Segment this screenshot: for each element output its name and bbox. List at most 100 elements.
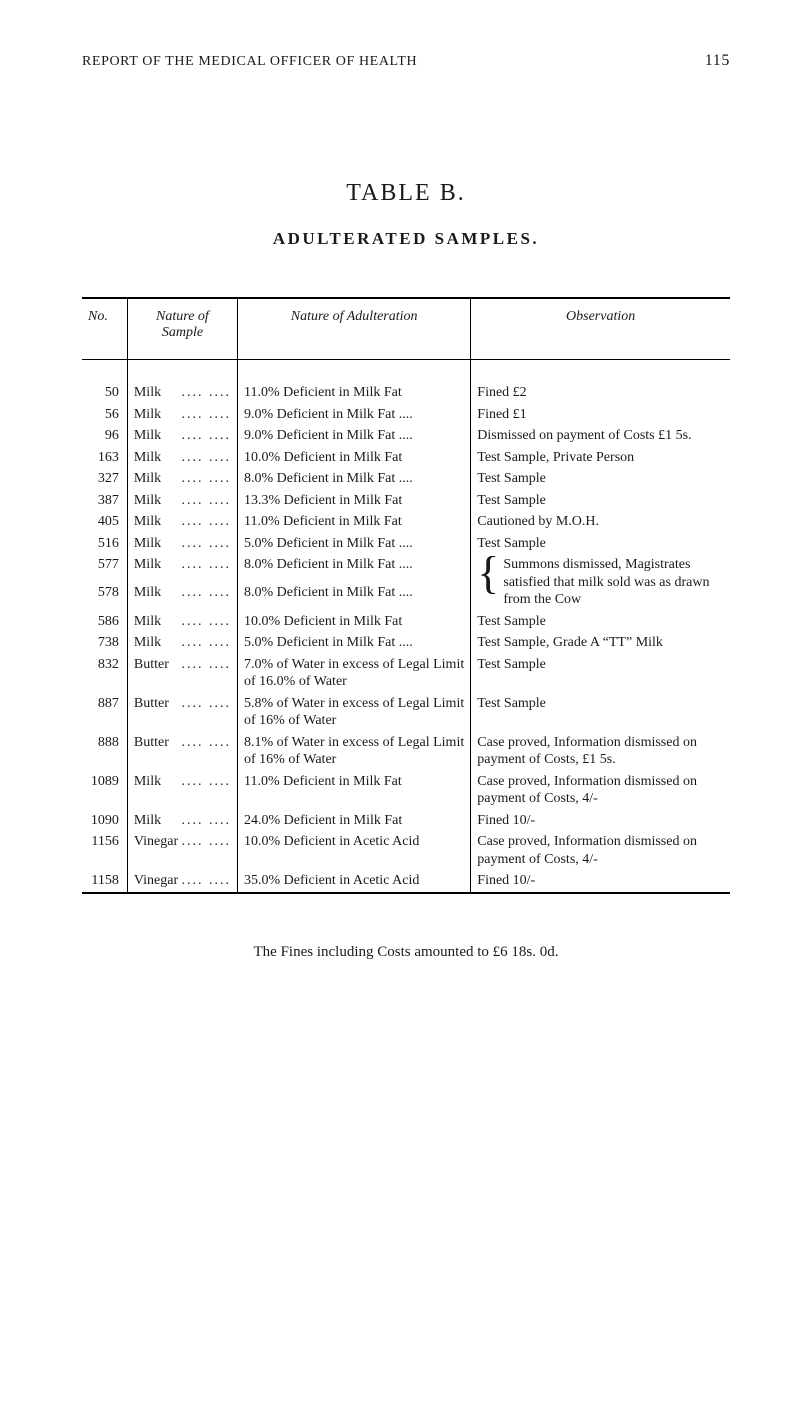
- sample-name: Vinegar: [134, 872, 178, 890]
- cell-no: 1089: [82, 771, 127, 810]
- col-header-observation: Observation: [471, 298, 730, 360]
- cell-sample: Milk.... ....: [127, 511, 237, 533]
- sample-name: Milk: [134, 584, 161, 602]
- cell-no: 516: [82, 533, 127, 555]
- leader-dots: .... ....: [182, 535, 232, 553]
- sample-name: Butter: [134, 695, 169, 713]
- cell-observation: Test Sample: [471, 490, 730, 512]
- table-row: 1090Milk.... ....24.0% Deficient in Milk…: [82, 810, 730, 832]
- cell-adulteration: 11.0% Deficient in Milk Fat: [238, 511, 471, 533]
- cell-observation: Test Sample: [471, 654, 730, 693]
- table-row: 586Milk.... ....10.0% Deficient in Milk …: [82, 611, 730, 633]
- leader-dots: .... ....: [182, 613, 232, 631]
- cell-adulteration: 8.0% Deficient in Milk Fat ....: [238, 582, 471, 610]
- sample-name: Butter: [134, 734, 169, 752]
- cell-sample: Milk.... ....: [127, 382, 237, 404]
- cell-adulteration: 9.0% Deficient in Milk Fat ....: [238, 404, 471, 426]
- cell-no: 738: [82, 632, 127, 654]
- sample-name: Butter: [134, 656, 169, 674]
- leader-dots: .... ....: [182, 584, 232, 602]
- table-row: 1156Vinegar.... ....10.0% Deficient in A…: [82, 831, 730, 870]
- cell-sample: Milk.... ....: [127, 554, 237, 582]
- cell-no: 1090: [82, 810, 127, 832]
- table-title: TABLE B.: [82, 180, 730, 207]
- cell-observation: Fined £2: [471, 382, 730, 404]
- leader-dots: .... ....: [182, 513, 232, 531]
- cell-observation: Case proved, Information dis­missed on p…: [471, 771, 730, 810]
- cell-adulteration: 11.0% Deficient in Milk Fat: [238, 382, 471, 404]
- cell-adulteration: 5.0% Deficient in Milk Fat ....: [238, 533, 471, 555]
- table-row: 50Milk.... ....11.0% Deficient in Milk F…: [82, 382, 730, 404]
- cell-adulteration: 24.0% Deficient in Milk Fat: [238, 810, 471, 832]
- cell-sample: Milk.... ....: [127, 533, 237, 555]
- sample-name: Milk: [134, 773, 161, 791]
- leader-dots: .... ....: [182, 556, 232, 574]
- table-row: 887Butter.... ....5.8% of Water in exces…: [82, 693, 730, 732]
- sample-name: Milk: [134, 427, 161, 445]
- cell-sample: Milk.... ....: [127, 810, 237, 832]
- cell-observation: Test Sample: [471, 611, 730, 633]
- table-row: 1158Vinegar.... ....35.0% Deficient in A…: [82, 870, 730, 892]
- cell-adulteration: 9.0% Deficient in Milk Fat ....: [238, 425, 471, 447]
- table-row: 96 Milk .... .... 9.0% Deficient in Milk Fa…: [82, 425, 730, 447]
- col-header-sample: Nature of Sample: [127, 298, 237, 360]
- leader-dots: .... ....: [182, 384, 232, 402]
- cell-sample: Milk .... ....: [127, 468, 237, 490]
- cell-no: 1158: [82, 870, 127, 892]
- cell-no: 1156: [82, 831, 127, 870]
- cell-no: 888: [82, 732, 127, 771]
- sample-name: Milk: [134, 812, 161, 830]
- table-row: 405Milk.... ....11.0% Deficient in Milk …: [82, 511, 730, 533]
- cell-adulteration: 13.3% Deficient in Milk Fat: [238, 490, 471, 512]
- cell-adulteration: 7.0% of Water in excess of Legal Limit o…: [238, 654, 471, 693]
- cell-adulteration: 10.0% Deficient in Acetic Acid: [238, 831, 471, 870]
- cell-observation: Test Sample: [471, 468, 730, 490]
- table-row: 832 Butter .... .... 7.0% of Water in exces…: [82, 654, 730, 693]
- cell-observation: Dismissed on payment of Costs £1 5s.: [471, 425, 730, 447]
- cell-adulteration: 8.1% of Water in excess of Legal Limit o…: [238, 732, 471, 771]
- cell-sample: Milk .... ....: [127, 447, 237, 469]
- table-row: 1089Milk.... ....11.0% Deficient in Milk…: [82, 771, 730, 810]
- cell-no: 577: [82, 554, 127, 582]
- cell-observation: Fined 10/-: [471, 810, 730, 832]
- cell-sample: Milk .... ....: [127, 425, 237, 447]
- sample-name: Milk: [134, 634, 161, 652]
- cell-no: 387: [82, 490, 127, 512]
- table-row: 888Butter.... ....8.1% of Water in exces…: [82, 732, 730, 771]
- cell-sample: Milk .... ....: [127, 582, 237, 610]
- cell-sample: Milk.... ....: [127, 771, 237, 810]
- table-row: 577Milk.... ....8.0% Deficient in Milk F…: [82, 554, 730, 582]
- footer-note: The Fines including Costs amounted to £6…: [82, 944, 730, 961]
- leader-dots: .... ....: [182, 427, 232, 445]
- cell-sample: Vinegar.... ....: [127, 831, 237, 870]
- cell-no: 96: [82, 425, 127, 447]
- table-row: 56Milk.... ....9.0% Deficient in Milk Fa…: [82, 404, 730, 426]
- table-body: 50Milk.... ....11.0% Deficient in Milk F…: [82, 360, 730, 893]
- sample-name: Milk: [134, 406, 161, 424]
- leader-dots: .... ....: [182, 634, 232, 652]
- cell-no: 163: [82, 447, 127, 469]
- cell-no: 405: [82, 511, 127, 533]
- cell-observation: {Summons dismissed, Magis­trates satisfi…: [471, 554, 730, 611]
- cell-observation: Test Sample, Grade A “TT” Milk: [471, 632, 730, 654]
- leader-dots: .... ....: [182, 449, 232, 467]
- table-subtitle: ADULTERATED SAMPLES.: [82, 229, 730, 249]
- cell-observation: Fined £1: [471, 404, 730, 426]
- running-title: REPORT OF THE MEDICAL OFFICER OF HEALTH: [82, 54, 417, 70]
- cell-no: 832: [82, 654, 127, 693]
- running-head: REPORT OF THE MEDICAL OFFICER OF HEALTH …: [82, 52, 730, 70]
- cell-observation: Test Sample, Private Person: [471, 447, 730, 469]
- cell-sample: Butter.... ....: [127, 732, 237, 771]
- table-header-row: No. Nature of Sample Nature of Adulterat…: [82, 298, 730, 360]
- leader-dots: .... ....: [182, 833, 232, 851]
- cell-adulteration: 10.0% Deficient in Milk Fat: [238, 447, 471, 469]
- cell-observation: Test Sample: [471, 533, 730, 555]
- cell-observation: Fined 10/-: [471, 870, 730, 892]
- leader-dots: .... ....: [182, 470, 232, 488]
- cell-adulteration: 5.8% of Water in excess of Legal Limit o…: [238, 693, 471, 732]
- leader-dots: .... ....: [182, 656, 232, 674]
- cell-adulteration: 11.0% Deficient in Milk Fat: [238, 771, 471, 810]
- sample-name: Milk: [134, 470, 161, 488]
- cell-no: 327: [82, 468, 127, 490]
- sample-name: Milk: [134, 449, 161, 467]
